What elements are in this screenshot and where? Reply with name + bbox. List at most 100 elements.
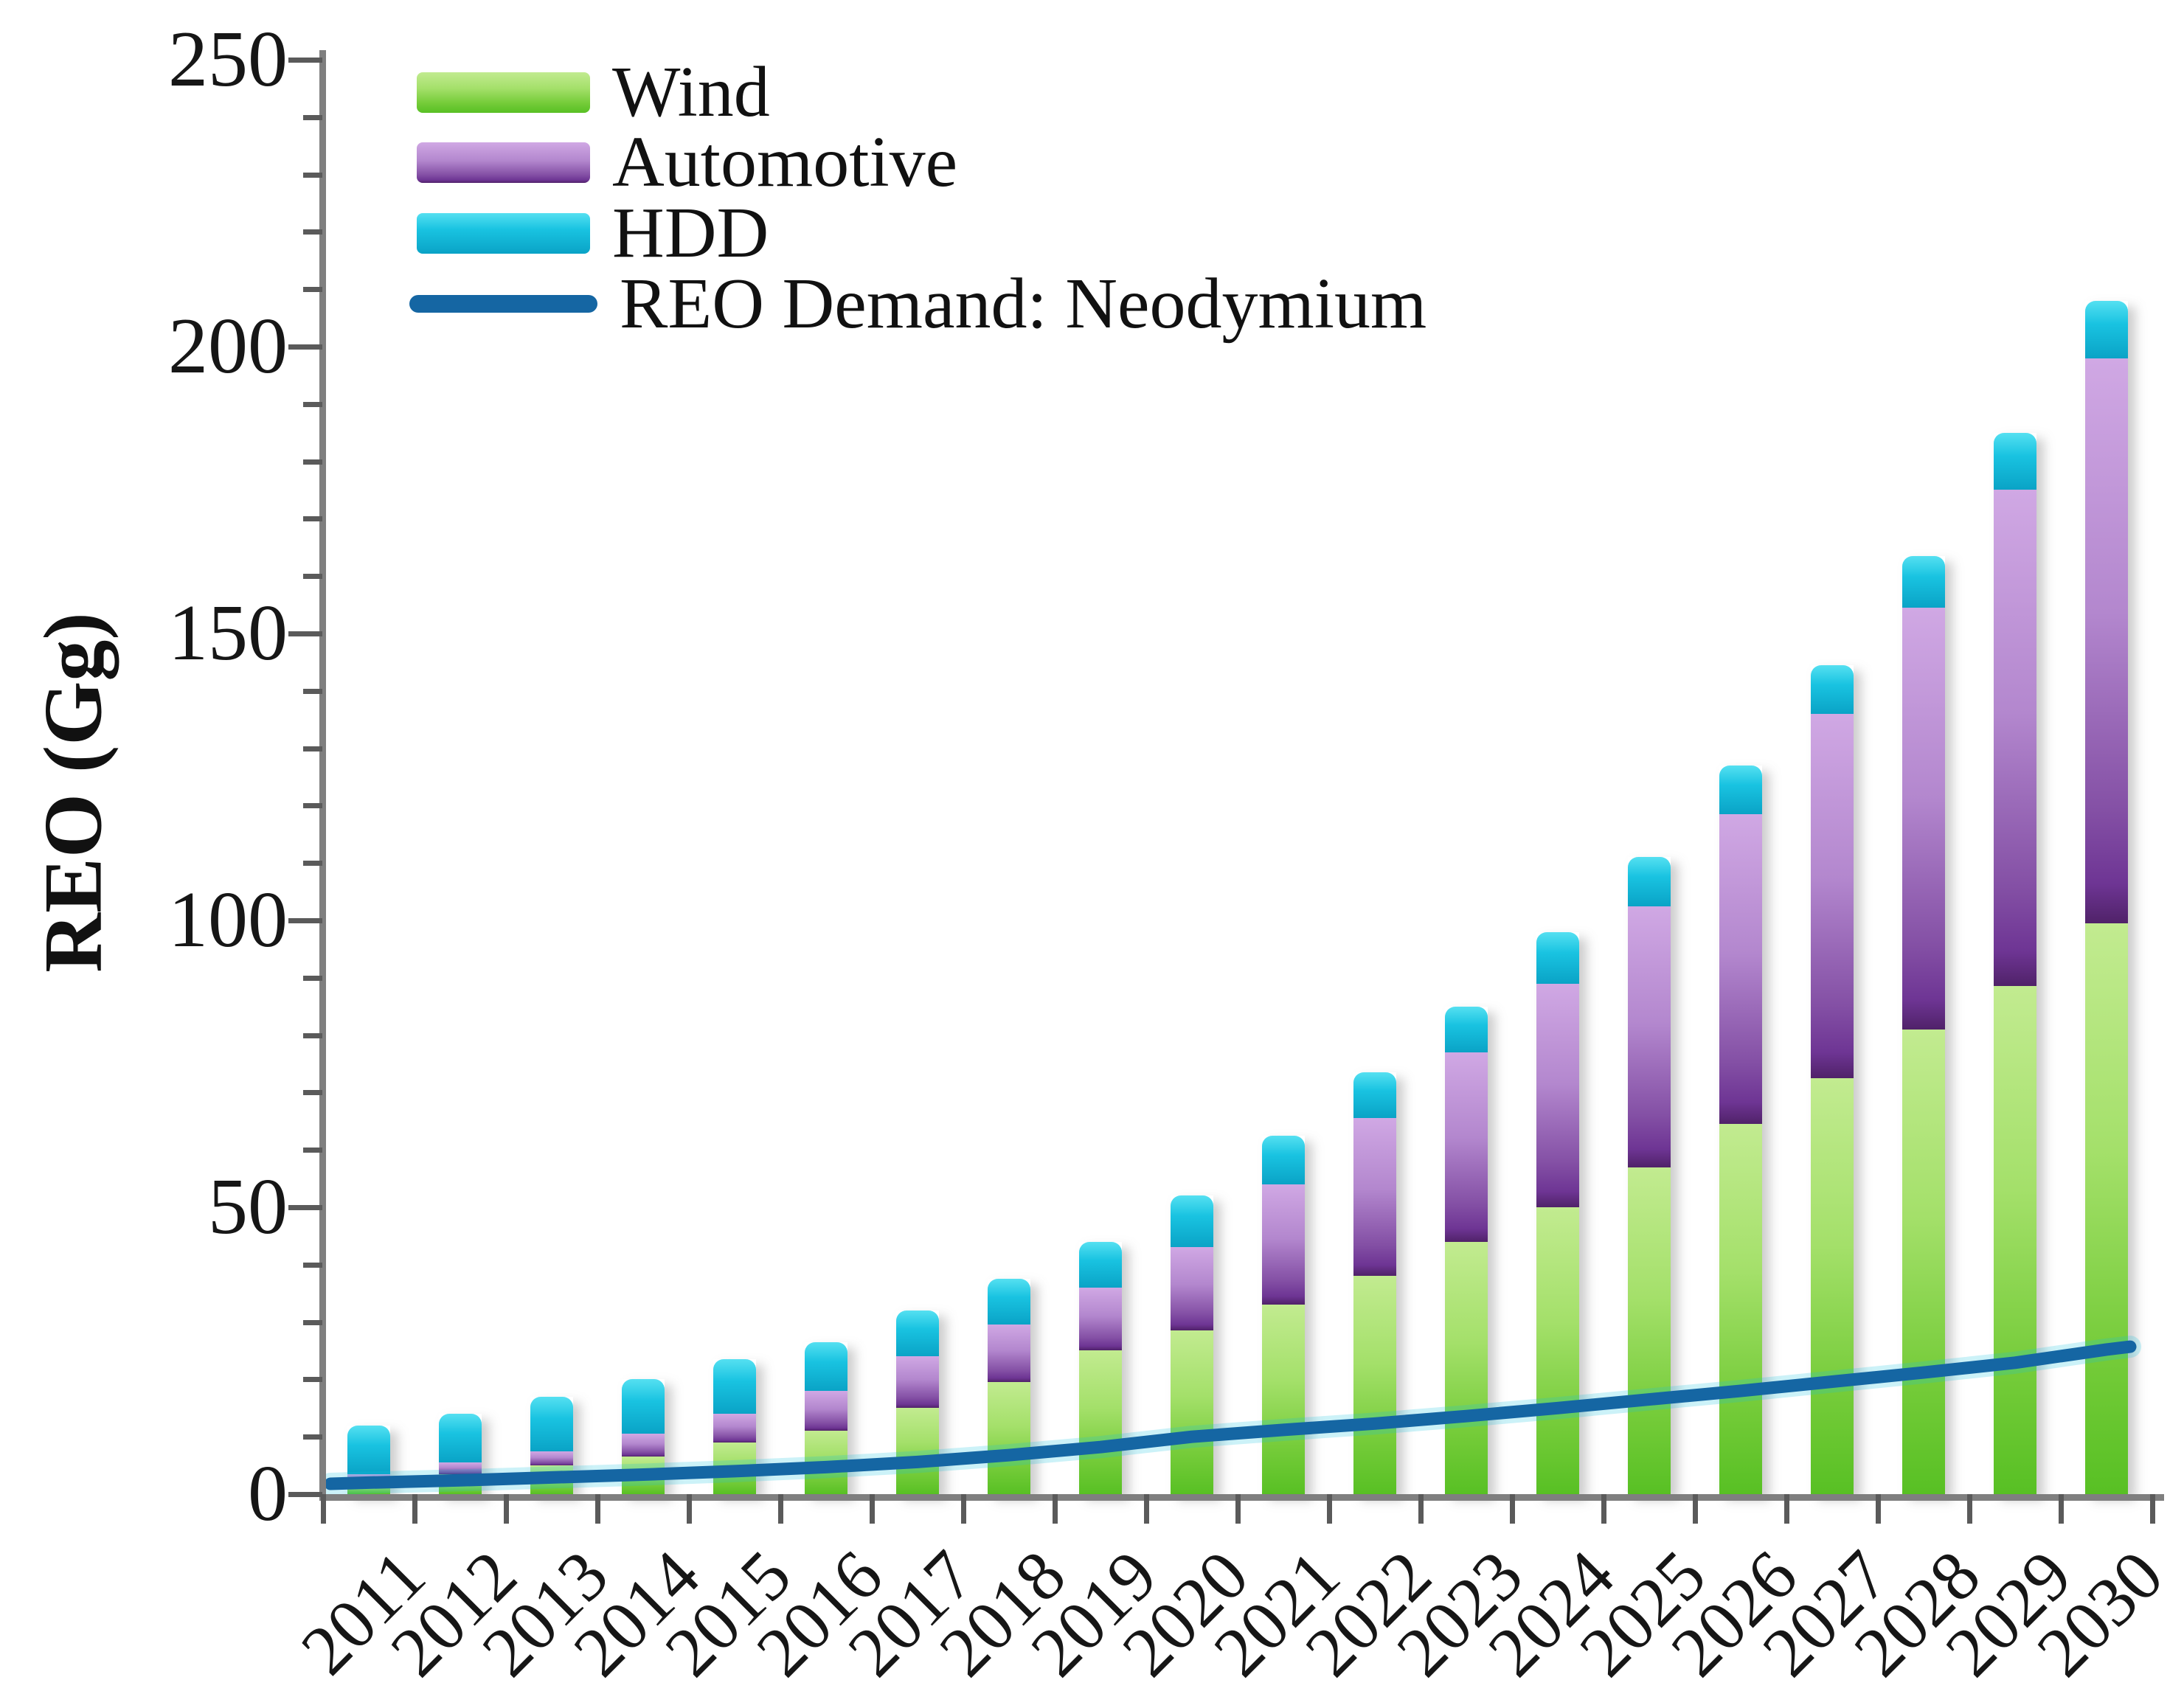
y-major-tick-250 (288, 58, 322, 63)
bar-2018-auto-segment (988, 1325, 1030, 1383)
bar-2015-auto-segment (713, 1414, 756, 1443)
bar-2022 (1353, 1072, 1396, 1494)
bar-2025-hdd-segment (1628, 857, 1671, 906)
y-tick-label-250: 250 (168, 15, 288, 103)
x-tick-11 (1327, 1494, 1332, 1524)
y-minor-tick-190 (303, 401, 322, 407)
bar-2030-hdd-segment (2085, 300, 2128, 358)
bar-2025-wind-segment (1628, 1167, 1671, 1494)
wind-legend-swatch (417, 72, 590, 113)
bar-2029 (1994, 432, 2036, 1494)
bar-2025-auto-segment (1628, 906, 1671, 1167)
y-minor-tick-220 (303, 229, 322, 235)
bar-2011-hdd-segment (347, 1425, 390, 1474)
bar-2015-hdd-segment (713, 1359, 756, 1414)
bar-2013 (530, 1396, 573, 1494)
hdd-legend-swatch (417, 212, 590, 254)
y-minor-tick-90 (303, 975, 322, 981)
y-tick-label-150: 150 (168, 589, 288, 677)
bar-2024 (1536, 931, 1579, 1494)
x-tick-9 (1144, 1494, 1149, 1524)
x-tick-18 (1967, 1494, 1972, 1524)
x-tick-15 (1693, 1494, 1698, 1524)
x-tick-8 (1053, 1494, 1058, 1524)
bar-2016-hdd-segment (805, 1341, 847, 1391)
bar-2025 (1628, 857, 1671, 1494)
y-minor-tick-60 (303, 1148, 322, 1153)
bar-2024-hdd-segment (1536, 931, 1579, 984)
bar-2013-auto-segment (530, 1451, 573, 1466)
y-major-tick-200 (288, 344, 322, 350)
y-minor-tick-170 (303, 516, 322, 522)
y-minor-tick-140 (303, 688, 322, 694)
bar-2026 (1719, 765, 1762, 1494)
bar-2024-wind-segment (1536, 1207, 1579, 1494)
bar-2016-auto-segment (805, 1390, 847, 1431)
bar-2029-wind-segment (1994, 986, 2036, 1494)
bar-2014-hdd-segment (622, 1379, 665, 1434)
y-minor-tick-160 (303, 574, 322, 580)
bar-2023-hdd-segment (1445, 1006, 1488, 1052)
bar-2012-auto-segment (439, 1462, 482, 1474)
bar-2029-auto-segment (1994, 490, 2036, 987)
bar-2023 (1445, 1006, 1488, 1494)
bar-2023-auto-segment (1445, 1052, 1488, 1242)
bar-2026-wind-segment (1719, 1124, 1762, 1494)
bar-2021-auto-segment (1262, 1184, 1305, 1305)
y-tick-label-50: 50 (208, 1163, 288, 1251)
bar-2028-wind-segment (1902, 1029, 1945, 1494)
bar-2013-hdd-segment (530, 1396, 573, 1451)
reo-demand-line-legend-label: REO Demand: Neodymium (620, 264, 1427, 344)
bar-2026-hdd-segment (1719, 765, 1762, 815)
bar-2022-auto-segment (1353, 1118, 1396, 1277)
bar-2017-wind-segment (896, 1408, 939, 1494)
bar-2020 (1171, 1195, 1213, 1494)
x-tick-6 (870, 1494, 875, 1524)
bar-2028-auto-segment (1902, 607, 1945, 1030)
y-minor-tick-30 (303, 1319, 322, 1325)
reo-demand-line-legend-swatch (409, 295, 597, 313)
x-tick-7 (961, 1494, 966, 1524)
bar-2027-hdd-segment (1811, 664, 1854, 714)
automotive-legend-swatch (417, 142, 590, 183)
x-tick-10 (1235, 1494, 1241, 1524)
bar-2020-hdd-segment (1171, 1195, 1213, 1248)
x-tick-20 (2150, 1494, 2155, 1524)
y-minor-tick-240 (303, 114, 322, 120)
bar-2027-auto-segment (1811, 713, 1854, 1078)
bar-2018-hdd-segment (988, 1279, 1030, 1325)
x-tick-0 (321, 1494, 326, 1524)
x-tick-1 (412, 1494, 417, 1524)
bar-2030 (2085, 300, 2128, 1494)
x-tick-13 (1510, 1494, 1515, 1524)
y-minor-tick-80 (303, 1032, 322, 1038)
y-tick-label-200: 200 (168, 302, 288, 390)
bar-2023-wind-segment (1445, 1241, 1488, 1494)
bar-2012-hdd-segment (439, 1414, 482, 1463)
y-tick-label-0: 0 (248, 1450, 288, 1538)
x-tick-17 (1876, 1494, 1881, 1524)
y-tick-label-100: 100 (168, 876, 288, 964)
bar-2030-auto-segment (2085, 358, 2128, 923)
bar-2026-auto-segment (1719, 814, 1762, 1125)
bar-2027-wind-segment (1811, 1077, 1854, 1494)
bar-2021-hdd-segment (1262, 1135, 1305, 1184)
x-tick-4 (687, 1494, 692, 1524)
y-minor-tick-20 (303, 1377, 322, 1383)
bar-2020-wind-segment (1171, 1330, 1213, 1494)
legend-item-wind: Wind (417, 55, 770, 129)
bar-2017-auto-segment (896, 1356, 939, 1409)
y-minor-tick-230 (303, 172, 322, 178)
y-axis-line (319, 50, 326, 1501)
y-major-tick-0 (288, 1492, 322, 1497)
bar-2019-wind-segment (1079, 1350, 1122, 1494)
x-tick-19 (2059, 1494, 2064, 1524)
legend-item-reo-demand-line: REO Demand: Neodymium (409, 267, 1426, 341)
bar-2017 (896, 1310, 939, 1494)
y-minor-tick-10 (303, 1434, 322, 1440)
y-minor-tick-40 (303, 1262, 322, 1268)
bar-2027 (1811, 664, 1854, 1494)
bar-2021 (1262, 1135, 1305, 1494)
wind-legend-label: Wind (612, 52, 770, 132)
